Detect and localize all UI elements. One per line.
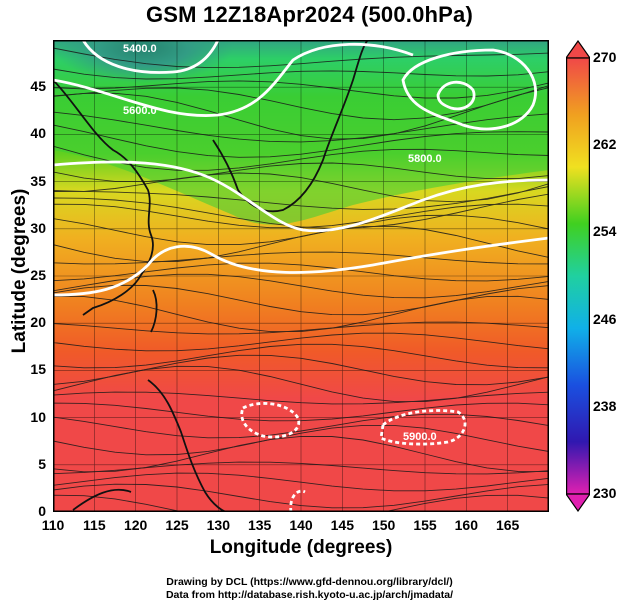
streamline — [53, 47, 549, 69]
streamline — [53, 62, 549, 80]
contour-5850 — [53, 236, 549, 297]
y-tick-label: 0 — [38, 503, 46, 519]
colorbar-tick-label: 230 — [593, 485, 617, 501]
y-tick-label: 45 — [30, 78, 46, 95]
contour-label-5900: 5900.0 — [403, 431, 437, 443]
x-axis-label: Longitude (degrees) — [209, 537, 393, 558]
y-axis-label: Latitude (degrees) — [9, 188, 30, 354]
colorbar-tick-label: 262 — [593, 136, 617, 153]
contour-5900-south — [289, 489, 306, 512]
contour-high-inner — [436, 80, 476, 111]
x-tick-label: 135 — [247, 517, 272, 533]
streamline — [53, 494, 549, 512]
coastline-taiwan — [150, 289, 158, 333]
streamline — [53, 203, 549, 229]
y-tick-label: 10 — [30, 408, 46, 425]
streamline — [53, 262, 549, 282]
x-tick-label: 130 — [206, 517, 230, 533]
streamline — [53, 124, 549, 158]
streamline — [53, 472, 549, 492]
streamline — [53, 76, 549, 99]
streamline — [53, 251, 549, 265]
x-tick-label: 165 — [495, 517, 520, 533]
colorbar-gradient — [566, 57, 590, 495]
contour-5900-east — [379, 409, 467, 446]
contour-label-5600: 5600.0 — [123, 105, 157, 117]
streamline — [53, 172, 549, 203]
streamline — [53, 435, 549, 473]
map-plot-area: 5400.0 5600.0 5800.0 5900.0 — [53, 40, 549, 512]
contour-high-east — [401, 48, 537, 131]
streamline — [53, 402, 549, 422]
plot-frame — [53, 40, 549, 512]
contour-5800 — [53, 160, 549, 233]
contour-5400 — [81, 40, 220, 74]
colorbar-top-arrow — [566, 40, 590, 59]
x-tick-label: 125 — [165, 517, 189, 533]
streamline — [53, 413, 549, 439]
height-contours — [53, 40, 549, 512]
streamline — [53, 85, 549, 121]
x-tick-label: 155 — [413, 517, 437, 533]
coastline-borneo — [72, 488, 132, 511]
streamline — [53, 273, 549, 299]
colorbar — [566, 40, 590, 512]
colorbar-tick-label: 270 — [593, 49, 617, 65]
streamline — [53, 332, 549, 352]
credit-drawing: Drawing by DCL (https://www.gfd-dennou.o… — [166, 576, 453, 588]
streamline — [53, 225, 549, 263]
y-tick-label: 40 — [30, 125, 46, 142]
x-tick-label: 150 — [371, 517, 396, 533]
colorbar-tick-label: 254 — [593, 223, 617, 240]
contour-5600 — [53, 42, 414, 117]
contour-5900-west — [240, 402, 301, 439]
x-tick-label: 160 — [454, 517, 478, 533]
streamline — [53, 321, 549, 335]
credit-data-source: Data from http://database.rish.kyoto-u.a… — [165, 589, 454, 601]
y-tick-label: 20 — [30, 314, 46, 331]
streamline — [53, 343, 549, 369]
y-tick-label: 35 — [30, 172, 46, 189]
colorbar-tick-label: 246 — [593, 310, 617, 327]
contour-label-5400: 5400.0 — [123, 43, 157, 55]
contour-labels: 5400.0 5600.0 5800.0 5900.0 — [123, 43, 442, 443]
y-tick-label: 25 — [30, 267, 46, 283]
coastline-asia — [53, 79, 154, 316]
colorbar-bottom-arrow — [566, 493, 590, 512]
x-tick-label: 115 — [83, 517, 106, 533]
streamline — [53, 186, 549, 210]
streamline — [53, 461, 549, 475]
x-tick-label: 140 — [289, 517, 313, 533]
y-tick-label: 15 — [30, 361, 46, 378]
streamline — [53, 160, 549, 183]
y-tick-label: 5 — [38, 455, 46, 472]
x-tick-label: 110 — [41, 517, 65, 533]
coastline-philippines — [147, 379, 229, 512]
x-tick-label: 145 — [330, 517, 354, 533]
streamline — [53, 214, 549, 246]
map-title: GSM 12Z18Apr2024 (500.0hPa) — [146, 2, 473, 27]
contour-label-5800: 5800.0 — [408, 153, 442, 165]
streamline — [53, 391, 549, 405]
streamline — [53, 483, 549, 509]
coastline-korea-japan — [212, 40, 369, 213]
y-tick-label: 30 — [30, 219, 46, 236]
coastlines — [53, 40, 369, 512]
colorbar-tick-label: 238 — [593, 397, 617, 414]
x-tick-label: 120 — [123, 517, 148, 533]
